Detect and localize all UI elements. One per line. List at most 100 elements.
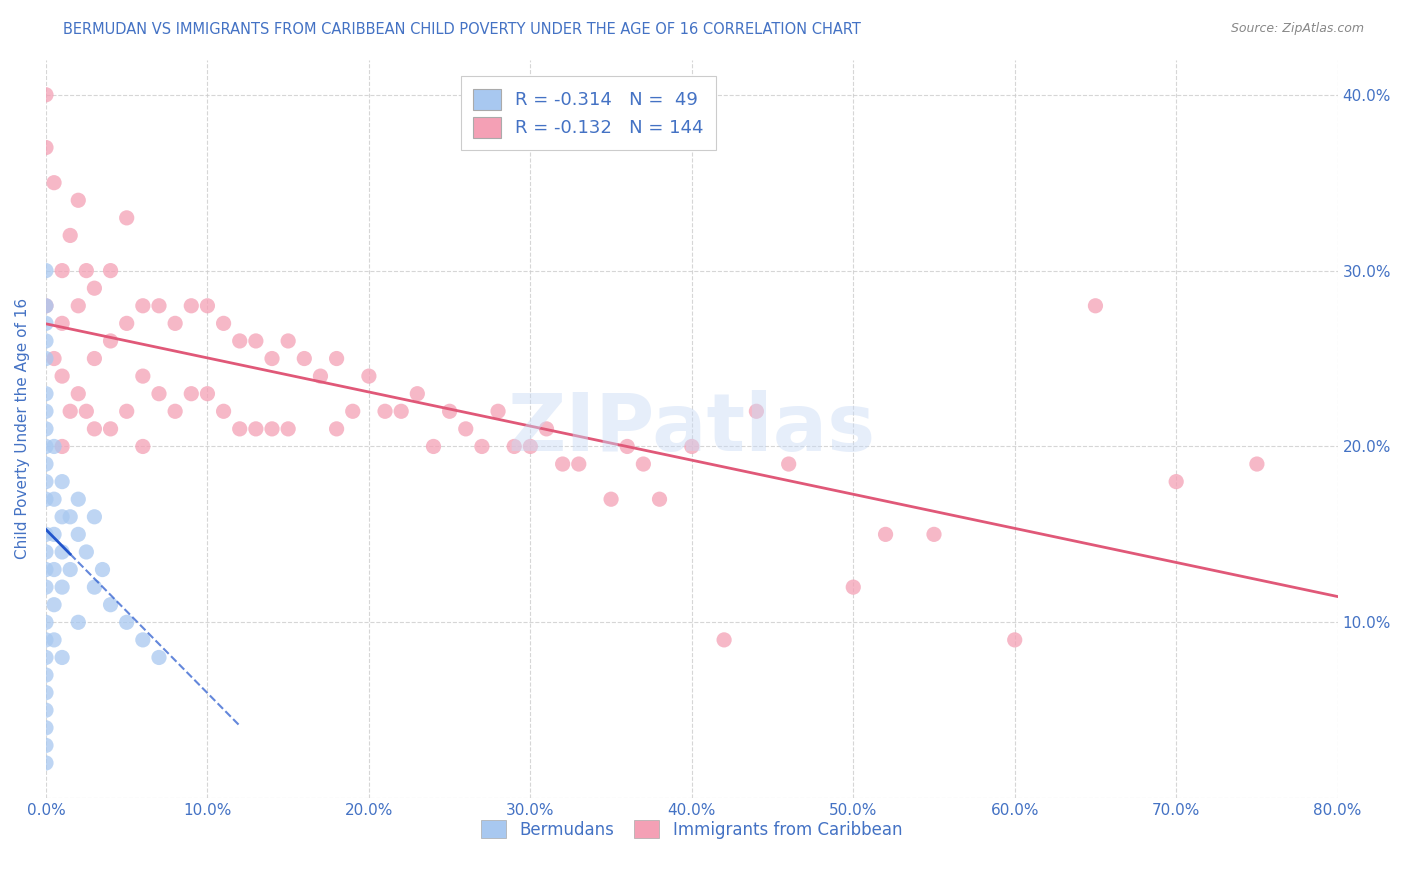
Point	[212, 317, 235, 331]
Point	[59, 404, 82, 418]
Point	[51, 650, 73, 665]
Point	[197, 386, 219, 401]
Point	[75, 263, 97, 277]
Point	[83, 351, 105, 366]
Point	[180, 299, 202, 313]
Point	[67, 492, 90, 507]
Point	[83, 580, 105, 594]
Point	[67, 527, 90, 541]
Point	[406, 386, 429, 401]
Point	[228, 334, 250, 348]
Point	[713, 632, 735, 647]
Point	[75, 404, 97, 418]
Point	[83, 281, 105, 295]
Point	[842, 580, 865, 594]
Point	[35, 87, 58, 102]
Point	[648, 492, 671, 507]
Point	[51, 580, 73, 594]
Point	[309, 369, 332, 384]
Point	[42, 598, 65, 612]
Point	[228, 422, 250, 436]
Point	[374, 404, 396, 418]
Point	[35, 422, 58, 436]
Point	[75, 545, 97, 559]
Point	[35, 632, 58, 647]
Point	[115, 404, 138, 418]
Point	[35, 263, 58, 277]
Point	[454, 422, 477, 436]
Point	[325, 351, 347, 366]
Point	[148, 386, 170, 401]
Point	[471, 440, 494, 454]
Point	[1084, 299, 1107, 313]
Point	[42, 176, 65, 190]
Point	[35, 615, 58, 630]
Point	[422, 440, 444, 454]
Point	[35, 580, 58, 594]
Point	[536, 422, 558, 436]
Point	[681, 440, 703, 454]
Point	[568, 457, 591, 471]
Point	[42, 563, 65, 577]
Y-axis label: Child Poverty Under the Age of 16: Child Poverty Under the Age of 16	[15, 298, 30, 559]
Point	[277, 422, 299, 436]
Text: ZIPatlas: ZIPatlas	[508, 390, 876, 468]
Point	[277, 334, 299, 348]
Point	[91, 563, 114, 577]
Point	[260, 422, 283, 436]
Point	[132, 440, 155, 454]
Text: BERMUDAN VS IMMIGRANTS FROM CARIBBEAN CHILD POVERTY UNDER THE AGE OF 16 CORRELAT: BERMUDAN VS IMMIGRANTS FROM CARIBBEAN CH…	[63, 22, 860, 37]
Point	[67, 299, 90, 313]
Point	[35, 685, 58, 699]
Point	[503, 440, 526, 454]
Legend: Bermudans, Immigrants from Caribbean: Bermudans, Immigrants from Caribbean	[475, 814, 910, 846]
Point	[100, 598, 122, 612]
Point	[132, 632, 155, 647]
Point	[165, 317, 187, 331]
Point	[551, 457, 574, 471]
Point	[35, 545, 58, 559]
Point	[35, 440, 58, 454]
Point	[600, 492, 623, 507]
Point	[35, 668, 58, 682]
Point	[35, 299, 58, 313]
Point	[67, 386, 90, 401]
Point	[51, 509, 73, 524]
Point	[51, 475, 73, 489]
Point	[35, 351, 58, 366]
Point	[42, 351, 65, 366]
Point	[35, 457, 58, 471]
Point	[59, 228, 82, 243]
Point	[67, 194, 90, 208]
Point	[115, 211, 138, 225]
Point	[212, 404, 235, 418]
Point	[439, 404, 461, 418]
Point	[51, 263, 73, 277]
Point	[100, 263, 122, 277]
Point	[83, 509, 105, 524]
Text: Source: ZipAtlas.com: Source: ZipAtlas.com	[1230, 22, 1364, 36]
Point	[51, 545, 73, 559]
Point	[260, 351, 283, 366]
Point	[1246, 457, 1268, 471]
Point	[1166, 475, 1188, 489]
Point	[389, 404, 412, 418]
Point	[132, 369, 155, 384]
Point	[745, 404, 768, 418]
Point	[148, 650, 170, 665]
Point	[486, 404, 509, 418]
Point	[35, 703, 58, 717]
Point	[35, 527, 58, 541]
Point	[51, 369, 73, 384]
Point	[1004, 632, 1026, 647]
Point	[100, 422, 122, 436]
Point	[197, 299, 219, 313]
Point	[42, 632, 65, 647]
Point	[35, 334, 58, 348]
Point	[35, 756, 58, 770]
Point	[922, 527, 945, 541]
Point	[59, 509, 82, 524]
Point	[83, 422, 105, 436]
Point	[115, 317, 138, 331]
Point	[245, 422, 267, 436]
